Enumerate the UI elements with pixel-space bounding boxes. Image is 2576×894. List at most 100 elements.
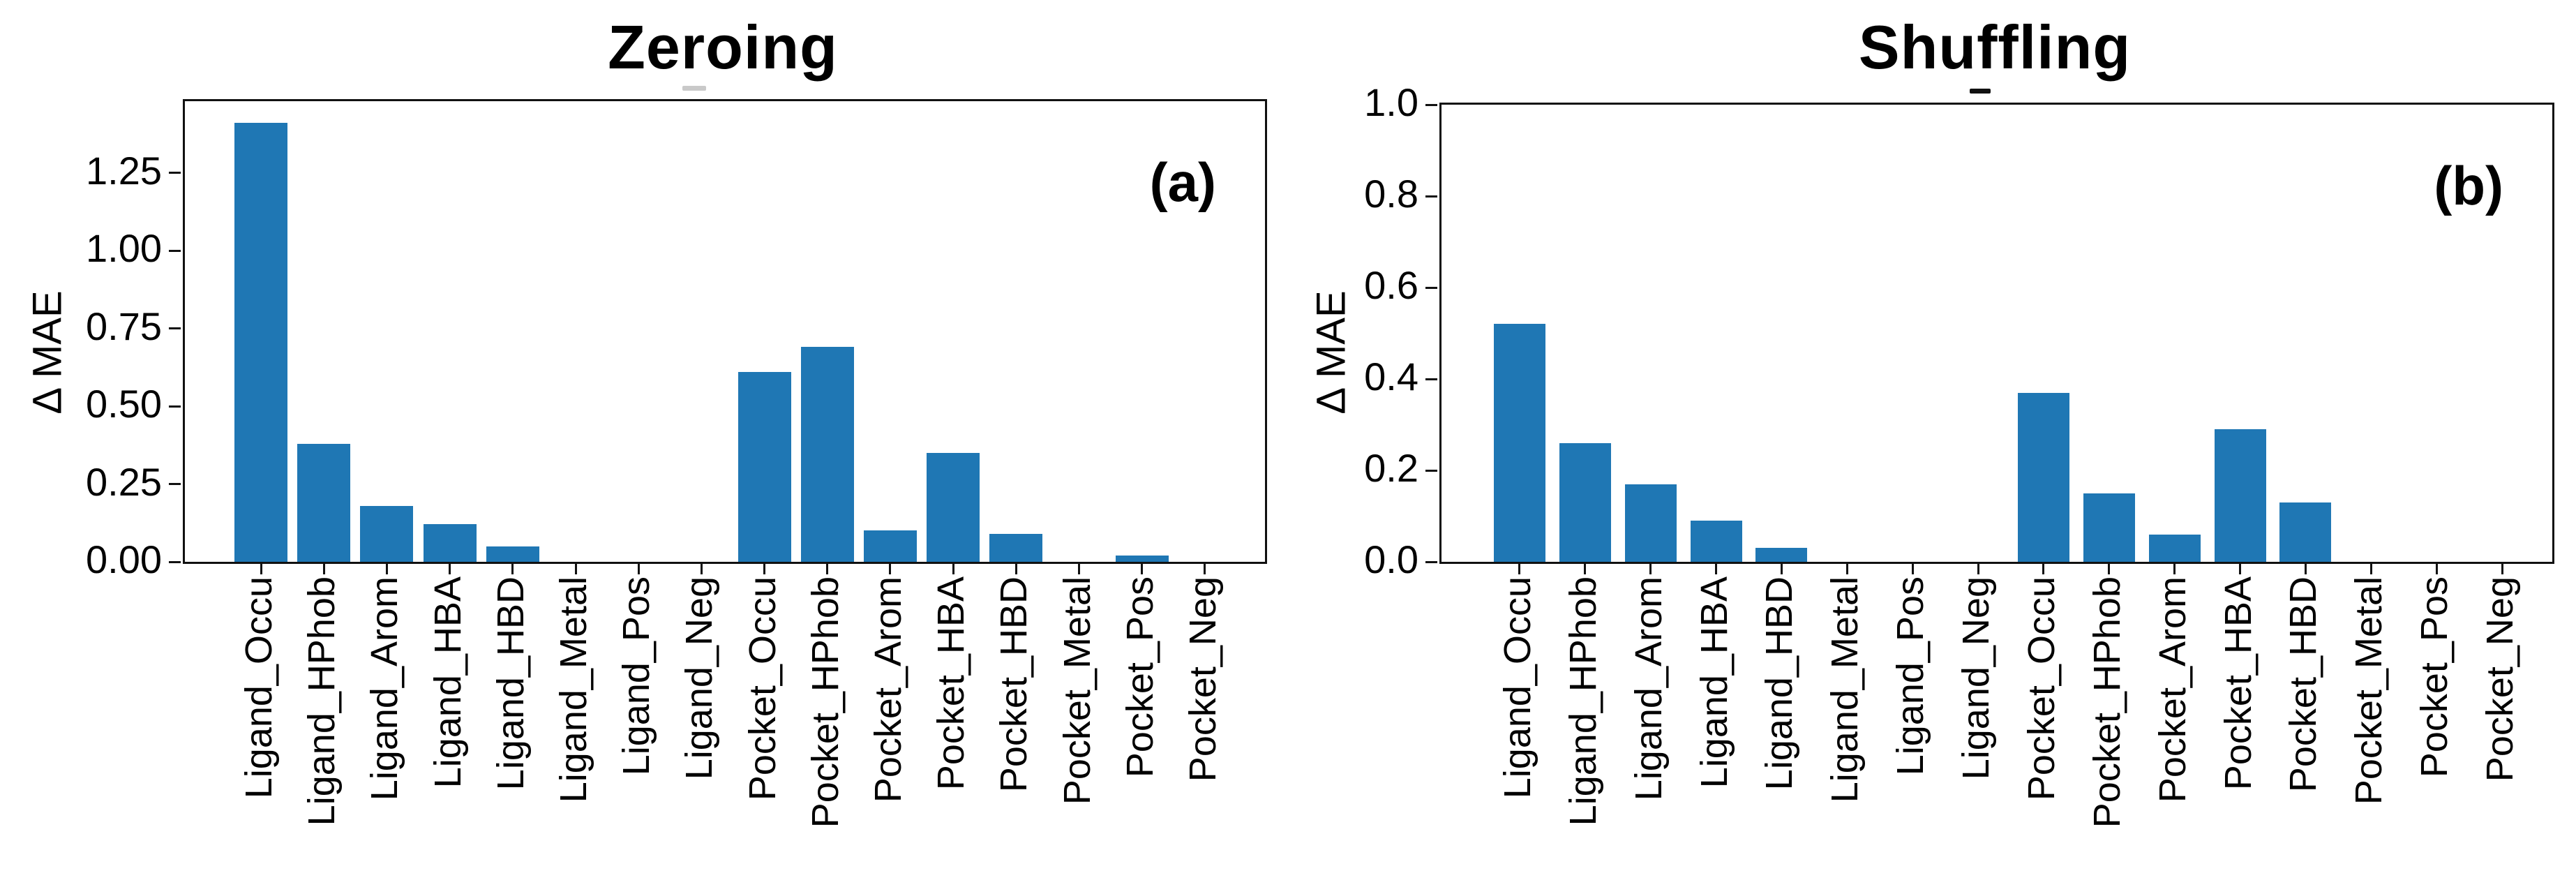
x-tick-mark <box>1078 564 1081 574</box>
x-tick-mark <box>1780 564 1783 574</box>
y-tick-mark <box>1425 469 1437 472</box>
x-tick-label: Ligand_Arom <box>364 576 406 801</box>
bar-ligand_hphob <box>1559 443 1611 562</box>
x-tick-mark <box>2239 564 2242 574</box>
x-tick-label: Pocket_HBA <box>2217 576 2259 791</box>
x-tick-mark <box>637 564 640 574</box>
panel-letter-a: (a) <box>1149 151 1216 213</box>
x-tick-label: Ligand_HPhob <box>1562 576 1604 826</box>
bar-pocket_hba <box>927 453 980 562</box>
x-tick-label: Pocket_Neg <box>1181 576 1224 782</box>
x-tick-mark <box>1649 564 1652 574</box>
panel-shuffling: Shuffling Δ MAE (b) 0.0 0.2 0.4 0.6 0.8 1.0 L… <box>1288 0 2576 894</box>
y-tick-mark <box>169 172 181 174</box>
x-tick-label: Pocket_Metal <box>2348 576 2390 805</box>
y-tick-mark <box>1425 286 1437 289</box>
x-tick-label: Pocket_Neg <box>2479 576 2522 782</box>
x-tick-label: Pocket_Pos <box>2413 576 2456 778</box>
x-tick-label: Ligand_HBD <box>489 576 532 791</box>
y-tick-labels: 0.00 0.25 0.50 0.75 1.00 1.25 <box>0 99 162 580</box>
x-tick-label: Ligand_Neg <box>1955 576 1998 780</box>
y-tick-label: 1.0 <box>1364 80 1418 124</box>
y-tick-mark <box>1425 195 1437 198</box>
x-tick-mark <box>2501 564 2503 574</box>
x-tick-label: Pocket_HBA <box>930 576 973 791</box>
x-tick-label: Ligand_HBA <box>426 576 469 789</box>
x-tick-label: Ligand_Pos <box>1889 576 1932 776</box>
bar-ligand_hphob <box>297 444 351 562</box>
bar-pocket_occu <box>737 372 791 562</box>
y-tick-mark <box>169 327 181 330</box>
x-tick-mark <box>1584 564 1587 574</box>
bar-pocket_hba <box>2214 429 2266 562</box>
x-tick-label: Pocket_Arom <box>2151 576 2194 803</box>
x-tick-mark <box>449 564 451 574</box>
x-tick-label: Pocket_HBD <box>993 576 1035 793</box>
plot-area: (b) <box>1425 103 2554 574</box>
y-tick-label: 0.6 <box>1364 263 1418 307</box>
y-tick-label: 0.00 <box>86 537 162 581</box>
x-tick-label: Pocket_HPhob <box>2085 576 2128 828</box>
bar-pocket_arom <box>863 530 917 562</box>
y-tick-mark <box>169 560 181 563</box>
y-tick-mark <box>169 405 181 408</box>
title-underscore-mark <box>1970 89 1991 94</box>
bar-ligand_arom <box>1624 484 1677 562</box>
x-tick-label: Ligand_HBD <box>1758 576 1801 791</box>
x-tick-label: Pocket_Arom <box>867 576 909 803</box>
y-tick-label: 0.0 <box>1364 537 1418 581</box>
x-tick-mark <box>2173 564 2176 574</box>
x-tick-label: Ligand_Pos <box>615 576 658 776</box>
x-tick-mark <box>2369 564 2372 574</box>
x-tick-labels: Ligand_Occu Ligand_HPhob Ligand_Arom Ligand… <box>1439 576 2550 891</box>
chart-title-shuffling: Shuffling <box>1858 13 2132 82</box>
bar-pocket_hphob <box>800 347 854 562</box>
y-tick-mark <box>1425 560 1437 563</box>
y-tick-mark <box>169 483 181 485</box>
title-underscore-mark <box>682 86 706 91</box>
x-tick-mark <box>2108 564 2111 574</box>
bar-ligand_hba <box>1690 521 1742 562</box>
x-tick-mark <box>700 564 703 574</box>
bar-ligand_occu <box>234 123 288 562</box>
bar-ligand_hbd <box>486 546 539 562</box>
y-tick-label: 0.25 <box>86 459 162 504</box>
y-tick-mark <box>169 249 181 252</box>
x-tick-label: Pocket_HPhob <box>804 576 846 828</box>
y-tick-label: 0.4 <box>1364 355 1418 398</box>
bar-ligand_arom <box>360 506 414 562</box>
x-tick-mark <box>1141 564 1144 574</box>
x-tick-label: Ligand_Neg <box>678 576 721 780</box>
bars-container <box>1441 105 2552 562</box>
x-tick-mark <box>952 564 954 574</box>
x-tick-label: Pocket_Pos <box>1118 576 1161 778</box>
x-tick-label: Ligand_Arom <box>1627 576 1670 801</box>
x-tick-mark <box>826 564 829 574</box>
y-tick-label: 1.00 <box>86 226 162 271</box>
plot-area: (a) <box>169 99 1267 574</box>
x-tick-mark <box>1014 564 1017 574</box>
x-tick-mark <box>385 564 388 574</box>
x-tick-mark <box>1911 564 1914 574</box>
y-tick-label: 1.25 <box>86 148 162 193</box>
y-tick-label: 0.75 <box>86 304 162 348</box>
bar-pocket_arom <box>2148 535 2201 562</box>
x-tick-mark <box>763 564 766 574</box>
y-tick-label: 0.8 <box>1364 172 1418 216</box>
y-tick-label: 0.2 <box>1364 446 1418 490</box>
chart-title-zeroing: Zeroing <box>608 13 838 82</box>
bars-container <box>185 101 1265 562</box>
x-tick-mark <box>260 564 262 574</box>
x-tick-label: Ligand_Metal <box>1824 576 1866 803</box>
y-tick-label: 0.50 <box>86 382 162 426</box>
y-tick-mark <box>1425 103 1437 106</box>
y-tick-labels: 0.0 0.2 0.4 0.6 0.8 1.0 <box>1288 82 1418 581</box>
y-tick-mark <box>1425 378 1437 380</box>
bar-ligand_hba <box>423 524 477 562</box>
bar-ligand_occu <box>1493 324 1545 562</box>
x-tick-mark <box>511 564 514 574</box>
x-tick-mark <box>1715 564 1718 574</box>
x-tick-mark <box>2042 564 2045 574</box>
x-tick-mark <box>1204 564 1206 574</box>
x-tick-label: Ligand_HPhob <box>301 576 343 826</box>
